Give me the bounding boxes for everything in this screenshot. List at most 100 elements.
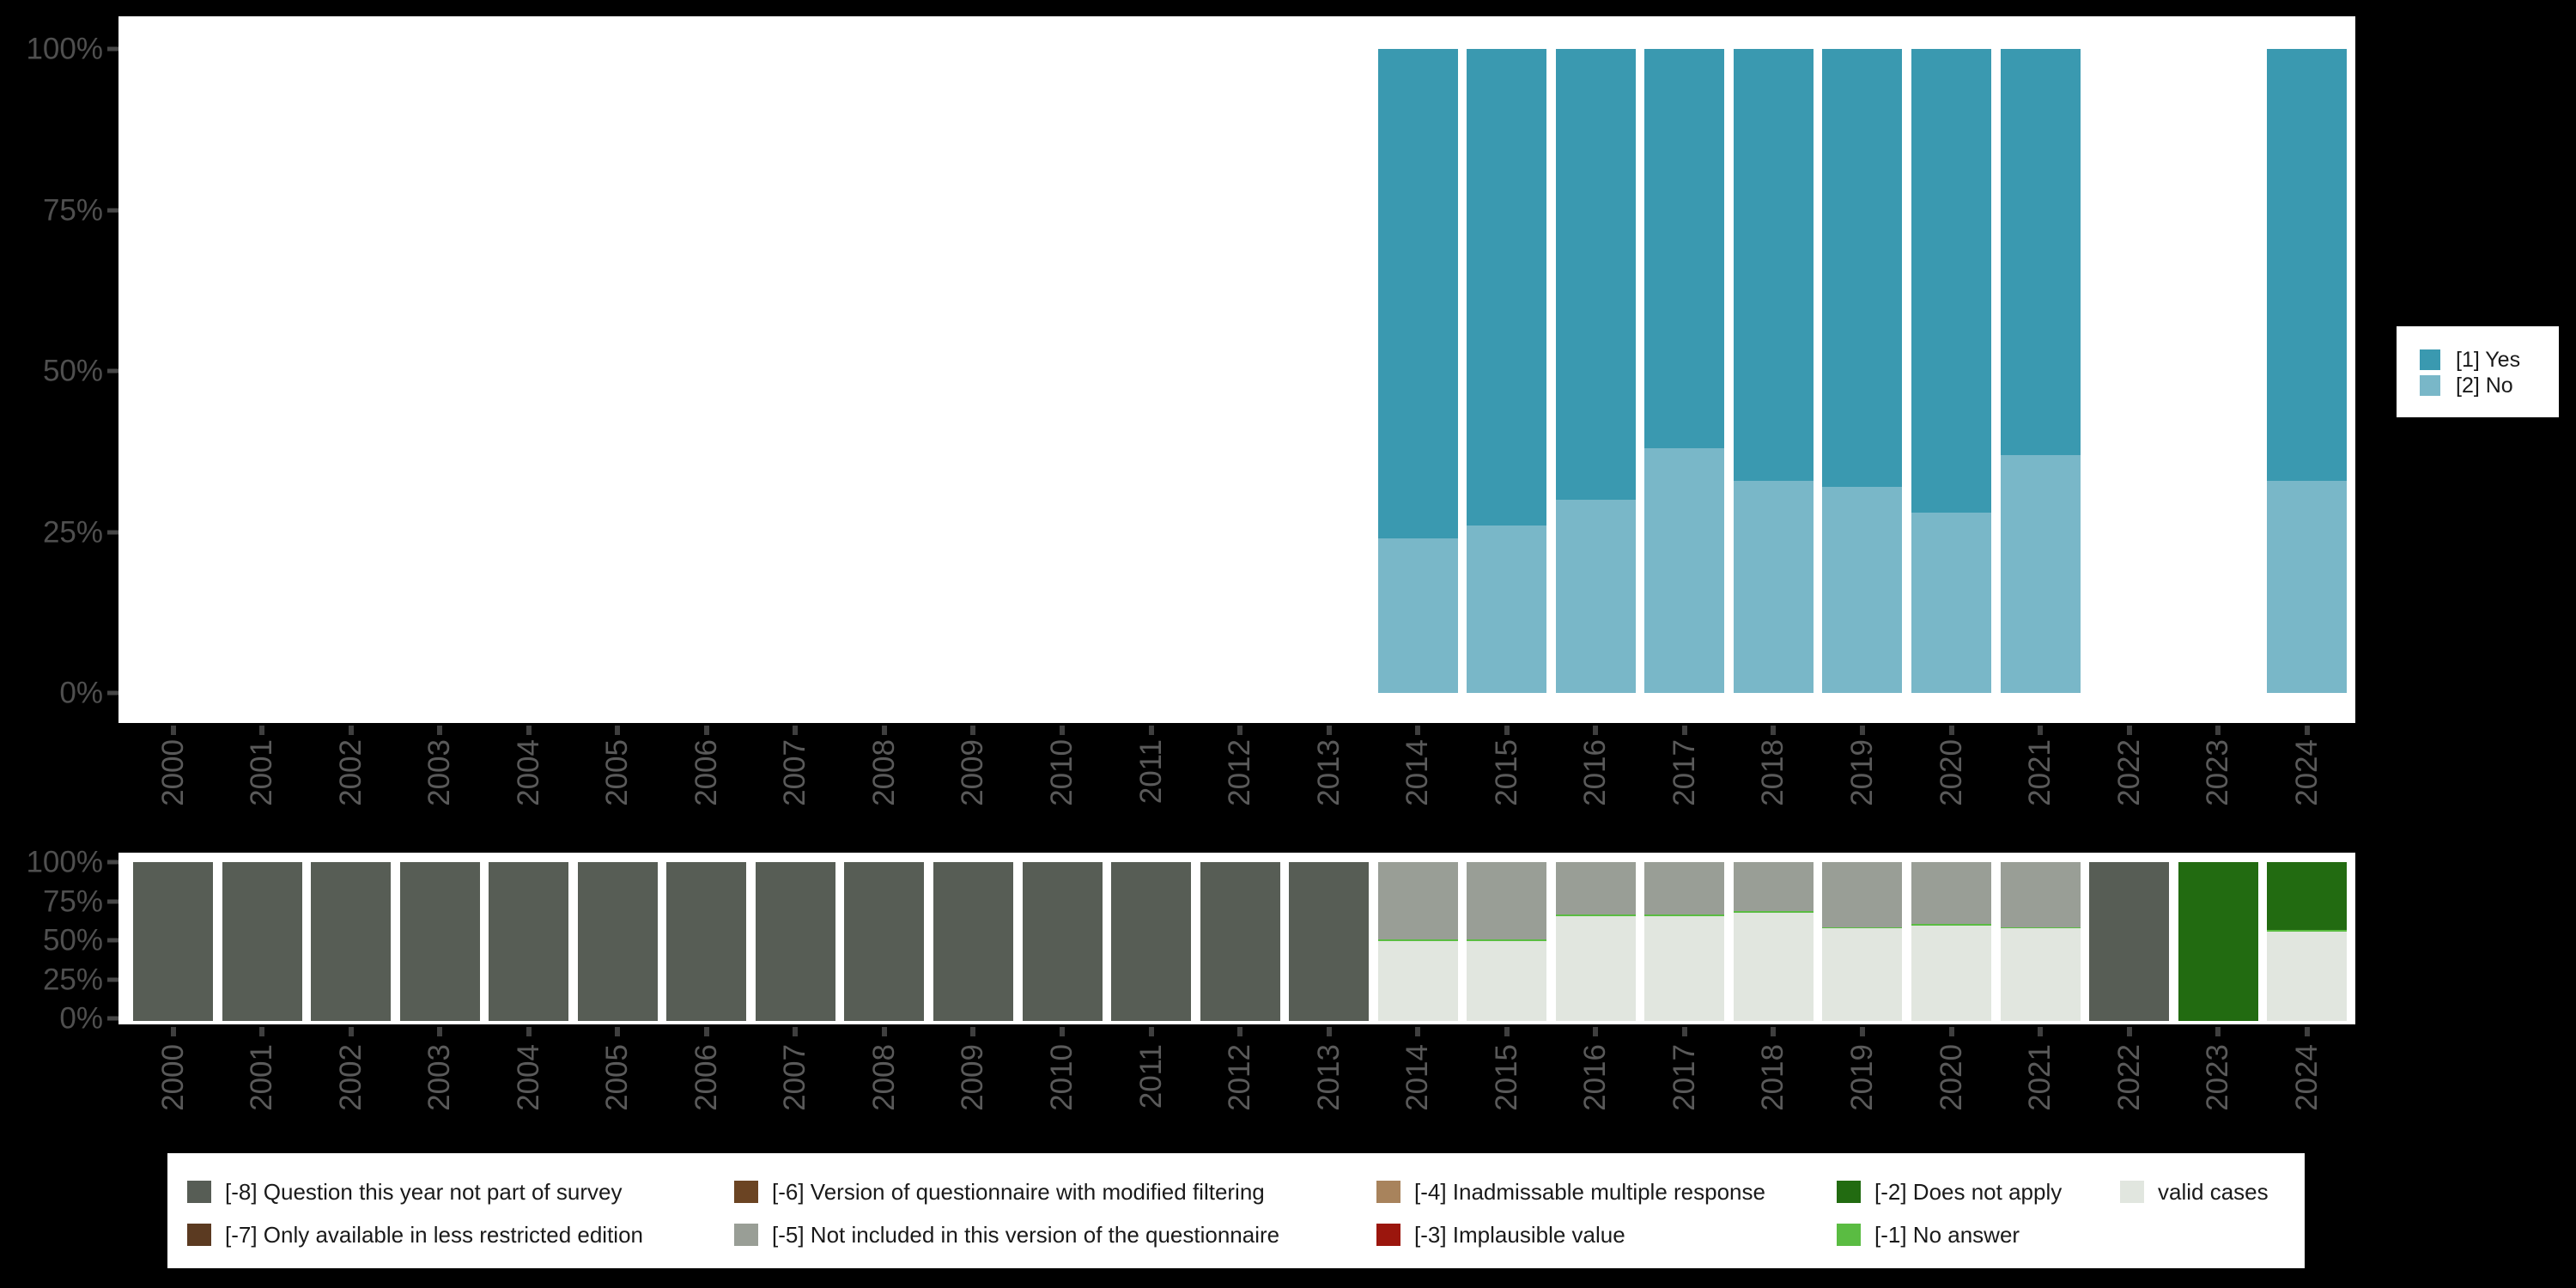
legend-label: [-3] Implausible value <box>1414 1221 1625 1248</box>
x-axis-tick <box>1237 1027 1243 1036</box>
x-axis-tick <box>1859 726 1865 735</box>
x-axis-tick <box>793 726 799 735</box>
x-axis-tick <box>1593 1027 1599 1036</box>
segment--8-question-this-year-not-part-of-survey <box>311 861 392 1021</box>
segment--2-no <box>1822 487 1903 693</box>
segment--5-not-included-in-this-version-of-the-questionnaire <box>1911 861 1991 924</box>
x-axis-label-2010: 2010 <box>1044 739 1078 806</box>
x-axis-label-2017: 2017 <box>1667 739 1701 806</box>
legend-swatch <box>187 1224 211 1246</box>
segment--2-does-not-apply <box>2178 861 2258 1021</box>
x-axis-tick <box>1326 1027 1332 1036</box>
legend-label: [-8] Question this year not part of surv… <box>225 1178 623 1205</box>
segment--5-not-included-in-this-version-of-the-questionnaire <box>1822 861 1903 927</box>
segment-valid-cases <box>1467 941 1547 1021</box>
bar-2011 <box>1111 861 1192 1021</box>
bar-2022 <box>2089 861 2170 1021</box>
bar-2021 <box>2000 861 2081 1021</box>
x-axis-label-2015: 2015 <box>1489 1044 1523 1111</box>
bar-2019 <box>1822 49 1903 693</box>
segment--1-yes <box>1467 49 1547 526</box>
x-axis-label-2022: 2022 <box>2111 1044 2146 1111</box>
x-axis-label-2021: 2021 <box>2022 1044 2057 1111</box>
x-axis-tick <box>1859 1027 1865 1036</box>
x-axis-label-2001: 2001 <box>244 739 278 806</box>
x-axis-label-2010: 2010 <box>1044 1044 1078 1111</box>
segment--2-no <box>2000 454 2081 693</box>
x-axis-tick <box>615 726 621 735</box>
y-axis-tick <box>107 530 118 534</box>
x-axis-tick <box>970 1027 976 1036</box>
segment--8-question-this-year-not-part-of-survey <box>666 861 747 1021</box>
x-axis-label-2013: 2013 <box>1311 739 1346 806</box>
legend-item: [1] Yes <box>2420 347 2559 373</box>
x-axis-tick <box>437 1027 443 1036</box>
response-legend: [1] Yes [2] No <box>2397 326 2559 417</box>
segment--1-no-answer <box>1733 911 1814 913</box>
x-axis-tick <box>1504 726 1510 735</box>
bar-2024 <box>2267 49 2348 693</box>
legend-item: [2] No <box>2420 373 2559 398</box>
segment--8-question-this-year-not-part-of-survey <box>1111 861 1192 1021</box>
x-axis-label-2003: 2003 <box>422 739 457 806</box>
bar-2004 <box>489 861 569 1021</box>
x-axis-tick <box>970 726 976 735</box>
bar-2015 <box>1467 49 1547 693</box>
legend-item: valid cases <box>2120 1179 2269 1205</box>
bar-2003 <box>399 861 480 1021</box>
x-axis-tick <box>1504 1027 1510 1036</box>
bar-2014 <box>1377 861 1458 1021</box>
missing-chart-plot-area <box>118 853 2355 1024</box>
x-axis-tick <box>615 1027 621 1036</box>
legend-swatch <box>187 1181 211 1203</box>
segment--1-yes <box>1911 49 1991 513</box>
y-axis-label: 25% <box>42 515 103 549</box>
segment--2-no <box>1911 513 1991 693</box>
x-axis-label-2000: 2000 <box>155 1044 190 1111</box>
bar-2020 <box>1911 861 1991 1021</box>
x-axis-label-2006: 2006 <box>689 739 723 806</box>
segment--1-yes <box>1733 49 1814 481</box>
segment-valid-cases <box>2267 932 2348 1021</box>
segment--8-question-this-year-not-part-of-survey <box>399 861 480 1021</box>
bar-2012 <box>1200 861 1280 1021</box>
legend-label: [1] Yes <box>2456 347 2521 372</box>
legend-swatch <box>2420 375 2440 396</box>
bar-2000 <box>133 861 213 1021</box>
legend-column: [-6] Version of questionnaire with modif… <box>734 1179 1279 1248</box>
legend-label: [-7] Only available in less restricted e… <box>225 1221 644 1248</box>
x-axis-tick <box>526 1027 532 1036</box>
bar-2017 <box>1644 861 1725 1021</box>
x-axis-label-2016: 2016 <box>1578 1044 1613 1111</box>
x-axis-tick <box>1771 1027 1777 1036</box>
x-axis-label-2009: 2009 <box>956 1044 990 1111</box>
missing-values-legend: [-8] Question this year not part of surv… <box>167 1153 2305 1268</box>
legend-label: [-2] Does not apply <box>1874 1178 2063 1205</box>
segment--8-question-this-year-not-part-of-survey <box>755 861 835 1021</box>
segment--5-not-included-in-this-version-of-the-questionnaire <box>1467 861 1547 940</box>
x-axis-label-2022: 2022 <box>2111 739 2146 806</box>
segment--1-no-answer <box>1467 939 1547 942</box>
x-axis-label-2001: 2001 <box>244 1044 278 1111</box>
x-axis-tick <box>1415 726 1421 735</box>
legend-item: [-8] Question this year not part of surv… <box>187 1178 643 1205</box>
segment--1-yes <box>1822 49 1903 487</box>
x-axis-label-2012: 2012 <box>1222 739 1256 806</box>
segment-valid-cases <box>2000 928 2081 1021</box>
segment--1-no-answer <box>2267 930 2348 933</box>
y-axis-label: 100% <box>26 32 103 66</box>
segment--5-not-included-in-this-version-of-the-questionnaire <box>1555 861 1636 914</box>
segment--2-no <box>2267 480 2348 693</box>
x-axis-label-2004: 2004 <box>511 1044 545 1111</box>
x-axis-label-2004: 2004 <box>511 739 545 806</box>
y-axis-label: 50% <box>42 923 103 957</box>
legend-column: valid cases <box>2120 1179 2269 1205</box>
x-axis-label-2023: 2023 <box>2201 739 2235 806</box>
legend-column: [-2] Does not apply [-1] No answer <box>1837 1178 2063 1248</box>
segment-valid-cases <box>1377 941 1458 1021</box>
y-axis-label: 75% <box>42 884 103 918</box>
y-axis-tick <box>107 938 118 943</box>
x-axis-tick <box>703 1027 709 1036</box>
x-axis-tick <box>170 726 176 735</box>
legend-label: [2] No <box>2456 373 2513 398</box>
